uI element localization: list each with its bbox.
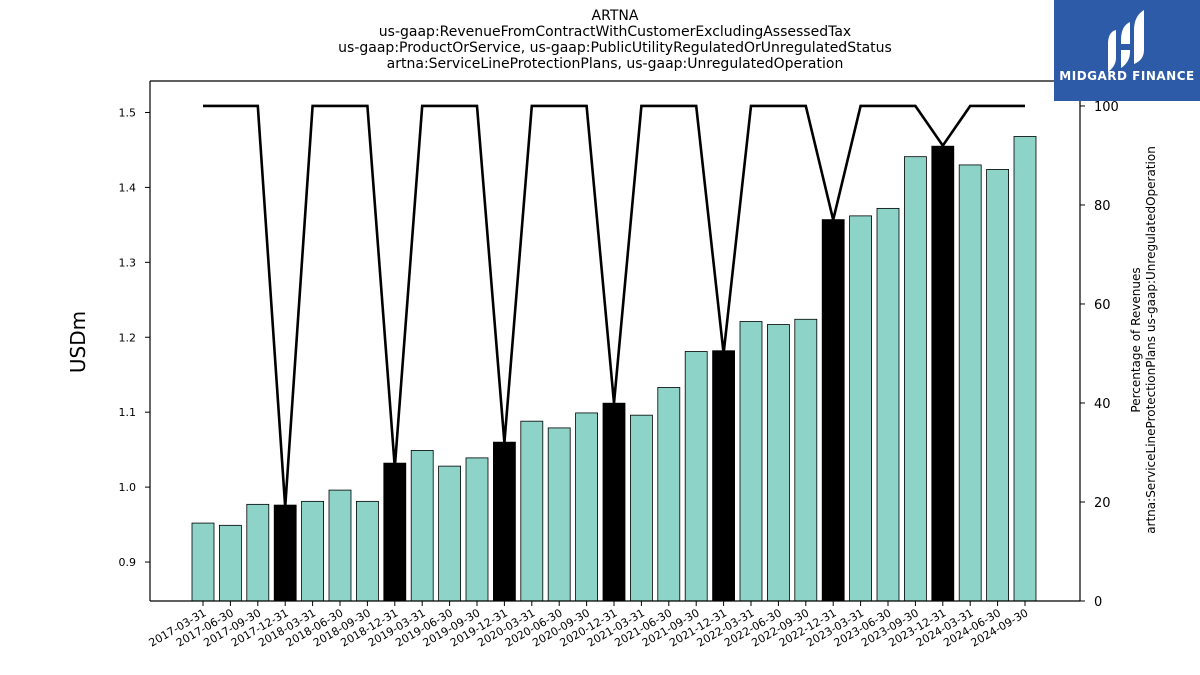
bar-2022-03-31 <box>739 321 763 602</box>
y-tick-label: 1.1 <box>119 406 137 419</box>
bar-2017-12-31 <box>273 504 297 602</box>
bar-2020-03-31 <box>520 420 544 602</box>
bar-2021-06-30 <box>657 387 681 602</box>
logo-text: MIDGARD FINANCE <box>1059 69 1195 83</box>
logo-mark-icon <box>1108 10 1144 72</box>
midgard-finance-logo: MIDGARD FINANCE <box>1054 0 1200 101</box>
y2-tick-label: 60 <box>1094 298 1111 313</box>
title-line-4: artna:ServiceLineProtectionPlans, us-gaa… <box>386 56 844 72</box>
bar-2021-09-30 <box>684 351 708 602</box>
bar-2023-06-30 <box>876 207 900 602</box>
y-tick-label: 1.2 <box>119 331 137 344</box>
bar-2018-09-30 <box>355 500 379 602</box>
bar-2021-12-31 <box>712 350 735 602</box>
bar-2022-09-30 <box>794 318 818 602</box>
bar-2023-03-31 <box>849 215 872 602</box>
bar-2019-12-31 <box>492 441 516 602</box>
bar-2018-03-31 <box>301 500 325 602</box>
bar-2024-03-31 <box>958 164 982 602</box>
bar-2020-12-31 <box>602 402 626 602</box>
title-line-2: us-gaap:RevenueFromContractWithCustomerE… <box>378 24 852 40</box>
y2-tick-label: 100 <box>1094 100 1119 115</box>
bar-2018-12-31 <box>383 462 407 602</box>
y-tick-label: 1.3 <box>119 256 137 269</box>
y-axis-label: USDm <box>66 310 90 374</box>
bar-2019-09-30 <box>465 457 489 602</box>
title-line-1: ARTNA <box>591 8 639 24</box>
y-tick-label: 1.0 <box>119 481 137 494</box>
bar-2017-09-30 <box>246 503 270 602</box>
bar-2023-09-30 <box>904 156 927 602</box>
bar-2024-09-30 <box>1013 136 1037 602</box>
bar-2018-06-30 <box>328 489 352 602</box>
y2-tick-label: 80 <box>1094 199 1111 214</box>
y2-tick-label: 40 <box>1094 397 1111 412</box>
bar-2022-12-31 <box>821 219 845 602</box>
y2-tick-label: 0 <box>1094 595 1102 610</box>
bar-2017-06-30 <box>218 524 242 602</box>
y2-axis-label: Percentage of Revenues artna:ServiceLine… <box>1129 146 1159 534</box>
percentage-line <box>203 104 1025 508</box>
bar-2019-03-31 <box>410 449 434 602</box>
bar-2019-06-30 <box>438 465 462 602</box>
y-tick-label: 1.5 <box>119 106 137 119</box>
bar-2024-06-30 <box>986 169 1009 602</box>
y-tick-label: 0.9 <box>119 556 137 569</box>
bar-2017-03-31 <box>191 522 215 602</box>
y-tick-label: 1.4 <box>119 181 137 194</box>
title-line-3: us-gaap:ProductOrService, us-gaap:Public… <box>338 40 892 56</box>
y2-axis-label-line-1: Percentage of Revenues <box>1129 267 1143 413</box>
y2-tick-label: 20 <box>1094 496 1111 511</box>
bar-2022-06-30 <box>767 324 790 602</box>
y2-axis-label-line-2: artna:ServiceLineProtectionPlans us-gaap… <box>1144 146 1158 534</box>
bar-2023-12-31 <box>931 145 955 602</box>
bar-2021-03-31 <box>630 414 653 602</box>
bar-2020-06-30 <box>547 427 571 602</box>
bar-2020-09-30 <box>575 412 598 602</box>
